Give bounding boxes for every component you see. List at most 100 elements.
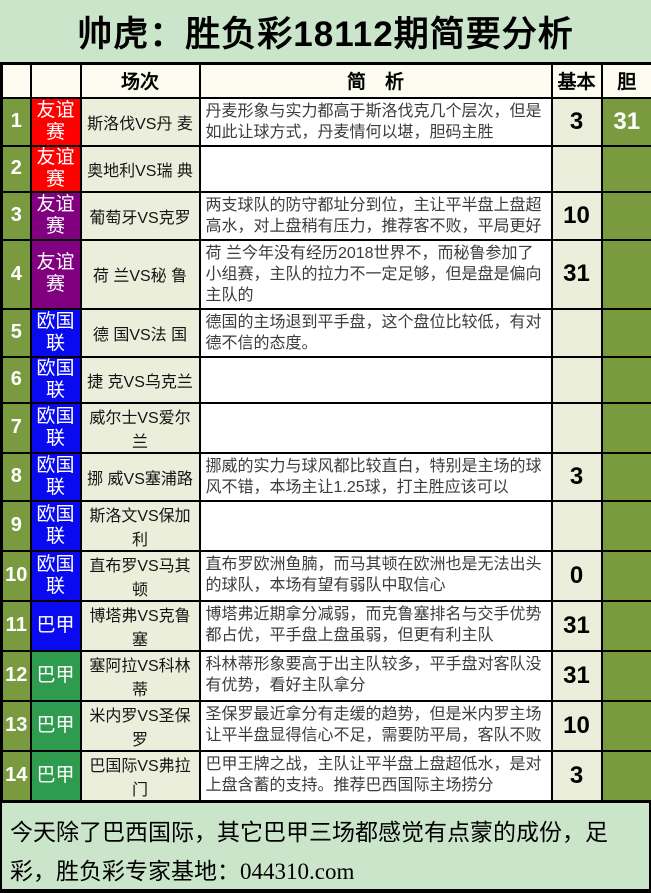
row-number: 7 (2, 403, 31, 453)
basic-pick (552, 357, 602, 403)
basic-pick (552, 501, 602, 551)
row-number: 14 (2, 751, 31, 802)
match-analysis: 挪威的实力与球风都比较直白，特别是主场的球风不错，本场主让1.25球，打主胜应该… (200, 453, 552, 501)
basic-pick: 31 (552, 651, 602, 701)
header-league (31, 64, 81, 98)
header-basic: 基本 (552, 64, 602, 98)
table-row: 13 巴甲 米内罗VS圣保罗 圣保罗最近拿分有走缓的趋势，但是米内罗主场让平半盘… (2, 701, 651, 751)
match-analysis (200, 403, 552, 453)
league-badge: 友谊赛 (31, 146, 81, 192)
match-name: 斯洛文VS保加利 (81, 501, 200, 551)
match-analysis (200, 146, 552, 192)
dan-pick (602, 309, 651, 357)
match-name: 挪 威VS塞浦路 (81, 453, 200, 501)
table-row: 11 巴甲 博塔弗VS克鲁塞 博塔弗近期拿分减弱，而克鲁塞排名与交手优势都占优，… (2, 601, 651, 651)
match-analysis: 德国的主场退到平手盘，这个盘位比较低，有对德不信的态度。 (200, 309, 552, 357)
league-badge: 欧国联 (31, 357, 81, 403)
table-row: 4 友谊赛 荷 兰VS秘 鲁 荷 兰今年没有经历2018世界不，而秘鲁参加了小组… (2, 240, 651, 309)
dan-pick (602, 240, 651, 309)
basic-pick: 0 (552, 551, 602, 601)
page-title: 帅虎：胜负彩18112期简要分析 (0, 0, 651, 62)
row-number: 4 (2, 240, 31, 309)
table-row: 8 欧国联 挪 威VS塞浦路 挪威的实力与球风都比较直白，特别是主场的球风不错，… (2, 453, 651, 501)
dan-pick (602, 403, 651, 453)
dan-pick: 31 (602, 98, 651, 146)
dan-pick (602, 357, 651, 403)
dan-pick (602, 551, 651, 601)
league-badge: 巴甲 (31, 651, 81, 701)
league-badge: 巴甲 (31, 601, 81, 651)
match-analysis (200, 357, 552, 403)
match-analysis: 巴甲王牌之战，主队让平半盘上盘超低水，是对上盘含蓄的支持。推荐巴西国际主场捞分 (200, 751, 552, 802)
match-analysis (200, 501, 552, 551)
match-analysis: 圣保罗最近拿分有走缓的趋势，但是米内罗主场让平半盘显得信心不足，需要防平局，客队… (200, 701, 552, 751)
table-row: 5 欧国联 德 国VS法 国 德国的主场退到平手盘，这个盘位比较低，有对德不信的… (2, 309, 651, 357)
league-badge: 友谊赛 (31, 240, 81, 309)
dan-pick (602, 501, 651, 551)
row-number: 2 (2, 146, 31, 192)
basic-pick (552, 146, 602, 192)
header-num (2, 64, 31, 98)
table-header: 场次 简 析 基本 胆 (2, 64, 651, 98)
match-analysis: 丹麦形象与实力都高于斯洛伐克几个层次，但是如此让球方式，丹麦情何以堪，胆码主胜 (200, 98, 552, 146)
footer-note: 今天除了巴西国际，其它巴甲三场都感觉有点蒙的成份，足彩，胜负彩专家基地：0443… (0, 803, 651, 893)
match-analysis: 荷 兰今年没有经历2018世界不，而秘鲁参加了小组赛，主队的拉力不一定足够，但是… (200, 240, 552, 309)
dan-pick (602, 701, 651, 751)
row-number: 11 (2, 601, 31, 651)
page: { "title": "帅虎：胜负彩18112期简要分析", "colors":… (0, 0, 651, 824)
match-name: 巴国际VS弗拉门 (81, 751, 200, 802)
row-number: 3 (2, 192, 31, 240)
league-badge: 欧国联 (31, 453, 81, 501)
table-body: 1 友谊赛 斯洛伐VS丹 麦 丹麦形象与实力都高于斯洛伐克几个层次，但是如此让球… (2, 98, 651, 802)
match-analysis: 科林蒂形象要高于出主队较多，平手盘对客队没有优势，看好主队拿分 (200, 651, 552, 701)
basic-pick: 3 (552, 98, 602, 146)
table-row: 1 友谊赛 斯洛伐VS丹 麦 丹麦形象与实力都高于斯洛伐克几个层次，但是如此让球… (2, 98, 651, 146)
match-name: 斯洛伐VS丹 麦 (81, 98, 200, 146)
dan-pick (602, 601, 651, 651)
table-row: 14 巴甲 巴国际VS弗拉门 巴甲王牌之战，主队让平半盘上盘超低水，是对上盘含蓄… (2, 751, 651, 802)
header-analysis: 简 析 (200, 64, 552, 98)
match-name: 奥地利VS瑞 典 (81, 146, 200, 192)
match-name: 德 国VS法 国 (81, 309, 200, 357)
dan-pick (602, 192, 651, 240)
basic-pick (552, 403, 602, 453)
analysis-table: 场次 简 析 基本 胆 1 友谊赛 斯洛伐VS丹 麦 丹麦形象与实力都高于斯洛伐… (0, 62, 651, 803)
basic-pick: 3 (552, 453, 602, 501)
table-row: 12 巴甲 塞阿拉VS科林蒂 科林蒂形象要高于出主队较多，平手盘对客队没有优势，… (2, 651, 651, 701)
table-row: 2 友谊赛 奥地利VS瑞 典 (2, 146, 651, 192)
league-badge: 巴甲 (31, 751, 81, 802)
match-name: 米内罗VS圣保罗 (81, 701, 200, 751)
row-number: 13 (2, 701, 31, 751)
table-row: 6 欧国联 捷 克VS乌克兰 (2, 357, 651, 403)
table-row: 9 欧国联 斯洛文VS保加利 (2, 501, 651, 551)
match-name: 威尔士VS爱尔兰 (81, 403, 200, 453)
basic-pick: 31 (552, 601, 602, 651)
match-name: 捷 克VS乌克兰 (81, 357, 200, 403)
row-number: 1 (2, 98, 31, 146)
match-name: 博塔弗VS克鲁塞 (81, 601, 200, 651)
header-match: 场次 (81, 64, 200, 98)
league-badge: 友谊赛 (31, 192, 81, 240)
row-number: 12 (2, 651, 31, 701)
row-number: 10 (2, 551, 31, 601)
basic-pick: 3 (552, 751, 602, 802)
row-number: 9 (2, 501, 31, 551)
match-name: 塞阿拉VS科林蒂 (81, 651, 200, 701)
match-analysis: 博塔弗近期拿分减弱，而克鲁塞排名与交手优势都占优，平手盘上盘虽弱，但更有利主队 (200, 601, 552, 651)
basic-pick: 31 (552, 240, 602, 309)
league-badge: 欧国联 (31, 551, 81, 601)
table-row: 7 欧国联 威尔士VS爱尔兰 (2, 403, 651, 453)
match-name: 荷 兰VS秘 鲁 (81, 240, 200, 309)
league-badge: 欧国联 (31, 501, 81, 551)
league-badge: 欧国联 (31, 403, 81, 453)
league-badge: 巴甲 (31, 701, 81, 751)
basic-pick: 10 (552, 192, 602, 240)
basic-pick (552, 309, 602, 357)
match-name: 直布罗VS马其顿 (81, 551, 200, 601)
match-analysis: 直布罗欧洲鱼腩，而马其顿在欧洲也是无法出头的球队，本场有望有弱队中取信心 (200, 551, 552, 601)
dan-pick (602, 751, 651, 802)
match-analysis: 两支球队的防守都址分到位，主让平半盘上盘超高水，对上盘稍有压力，推荐客不败，平局… (200, 192, 552, 240)
table-row: 10 欧国联 直布罗VS马其顿 直布罗欧洲鱼腩，而马其顿在欧洲也是无法出头的球队… (2, 551, 651, 601)
league-badge: 友谊赛 (31, 98, 81, 146)
header-dan: 胆 (602, 64, 651, 98)
